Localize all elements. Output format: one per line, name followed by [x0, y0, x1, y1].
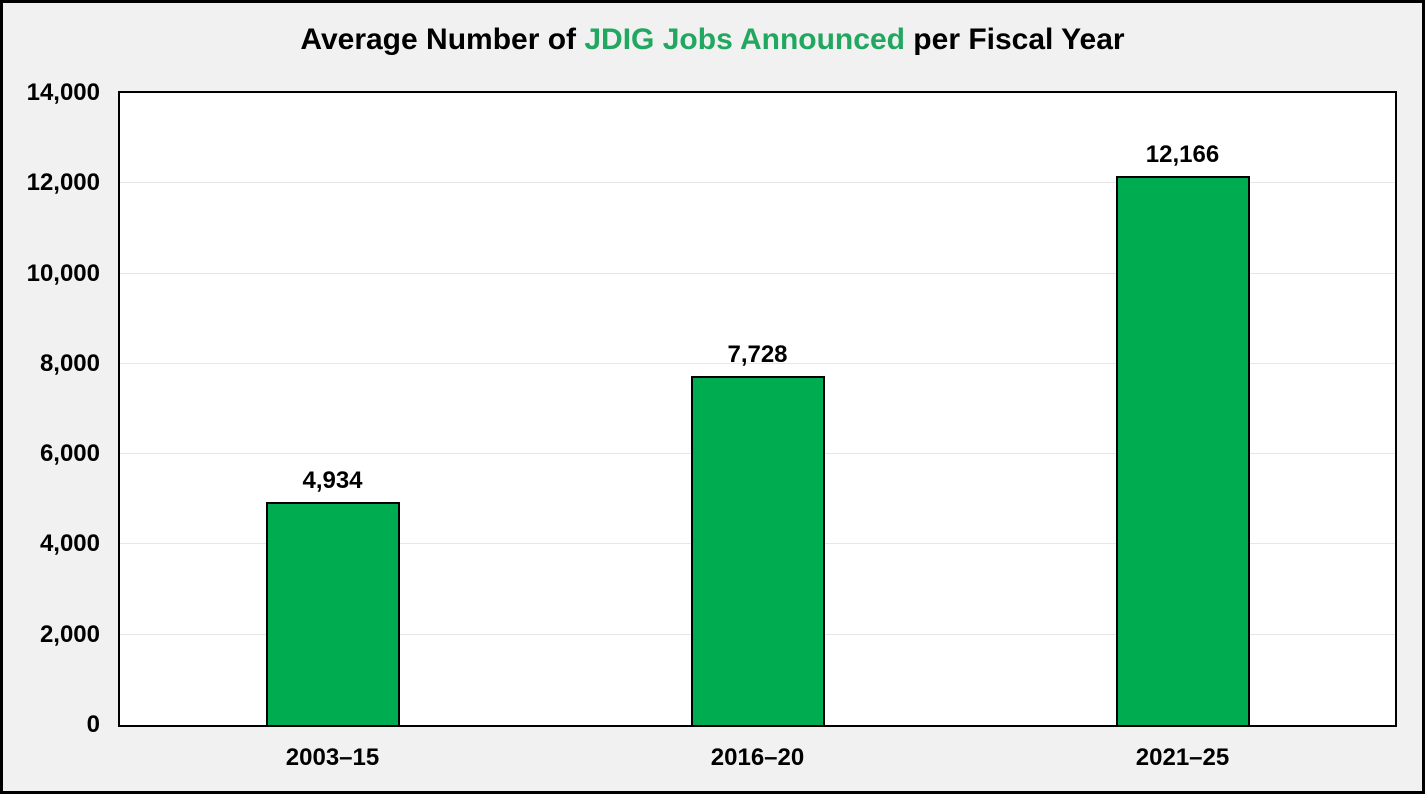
chart-title-highlight: JDIG Jobs Announced	[584, 23, 905, 56]
chart-title-suffix: per Fiscal Year	[904, 23, 1125, 56]
chart-title: Average Number of JDIG Jobs Announced pe…	[3, 22, 1422, 58]
y-axis-tick-label: 0	[86, 711, 100, 738]
bar-value-label: 12,166	[1145, 140, 1220, 168]
chart-title-prefix: Average Number of	[300, 23, 585, 56]
y-axis-tick-label: 8,000	[39, 349, 100, 377]
gridline	[120, 362, 1395, 364]
y-axis-tick-label: 12,000	[26, 169, 100, 197]
bar-value-label: 4,934	[302, 467, 363, 495]
y-axis: 0 2,000 4,000 6,000 8,000 10,000 12,000 14,000	[3, 81, 100, 737]
bar-value-label: 7,728	[727, 341, 788, 369]
bar-2021-25	[1115, 175, 1250, 725]
gridline	[120, 182, 1395, 184]
bar-2016-20	[690, 376, 825, 725]
x-axis-category-label: 2016–20	[710, 744, 805, 771]
y-axis-tick-label: 14,000	[26, 79, 100, 106]
x-axis-category-label: 2003–15	[285, 744, 380, 771]
bar-2003-15	[265, 502, 400, 725]
plot-area: 4,934 7,728 12,166	[118, 91, 1397, 727]
y-axis-tick-label: 4,000	[39, 530, 100, 558]
gridline	[120, 272, 1395, 274]
x-axis-category-label: 2021–25	[1135, 744, 1230, 771]
y-axis-tick-label: 2,000	[39, 620, 100, 648]
y-axis-tick-label: 6,000	[39, 440, 100, 468]
y-axis-tick-label: 10,000	[26, 259, 100, 287]
